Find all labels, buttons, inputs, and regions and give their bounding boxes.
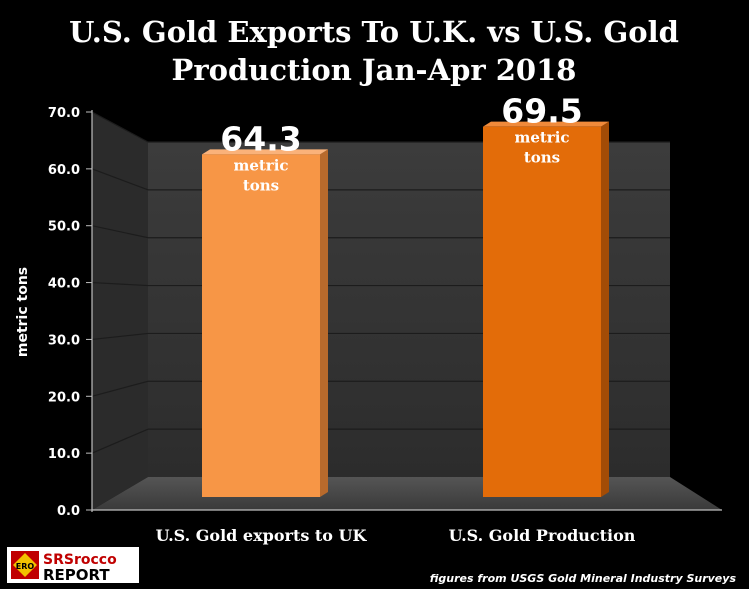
gridline-side: [91, 332, 149, 341]
bar-front: [483, 126, 601, 498]
logo-line1: SRSrocco: [43, 552, 117, 568]
y-axis: 0.0 10.0 20.0 30.0 40.0 50.0 60.0 70.0: [48, 106, 722, 519]
bar-1: [483, 121, 609, 498]
side-wall: [92, 112, 148, 510]
gridline-side: [91, 225, 149, 239]
gridline-side: [91, 380, 149, 397]
data-label-unit: metric: [233, 156, 288, 174]
bar-top: [202, 149, 328, 155]
y-tick-label: 20.0: [48, 390, 80, 405]
gridline-side: [91, 111, 149, 143]
y-axis-label: metric tons: [15, 267, 31, 357]
bar-front: [202, 154, 320, 497]
y-tick-label: 60.0: [48, 163, 80, 178]
chart-title-line2: Production Jan-Apr 2018: [172, 53, 577, 87]
data-label-value: 69.5: [501, 92, 582, 131]
x-tick-label-production: U.S. Gold Production: [449, 526, 636, 545]
data-label-unit: tons: [243, 176, 279, 194]
y-tick-label: 0.0: [57, 504, 80, 519]
data-label-value: 64.3: [220, 119, 301, 158]
bar-top: [483, 121, 609, 127]
y-tick-label: 10.0: [48, 447, 80, 462]
bar-0: [202, 149, 328, 497]
data-label-unit: metric: [514, 129, 569, 147]
y-tick-label: 40.0: [48, 277, 80, 292]
bar-side: [601, 121, 609, 498]
y-tick-label: 50.0: [48, 220, 80, 235]
logo-line2: REPORT: [43, 566, 110, 584]
logo-badge: ERO: [16, 562, 35, 571]
source-note: figures from USGS Gold Mineral Industry …: [430, 572, 737, 585]
y-tick-label: 70.0: [48, 106, 80, 121]
y-tick-label: 30.0: [48, 333, 80, 348]
floor: [92, 477, 722, 510]
srsrocco-logo: ERO SRSrocco REPORT: [7, 547, 139, 584]
data-label-unit: tons: [524, 149, 560, 167]
gridline-side: [91, 168, 149, 191]
x-tick-label-exports: U.S. Gold exports to UK: [156, 526, 368, 545]
chart-title-line1: U.S. Gold Exports To U.K. vs U.S. Gold: [69, 15, 679, 49]
gridline-side: [91, 428, 149, 454]
gridline-side: [91, 281, 149, 287]
bar-side: [320, 149, 328, 497]
